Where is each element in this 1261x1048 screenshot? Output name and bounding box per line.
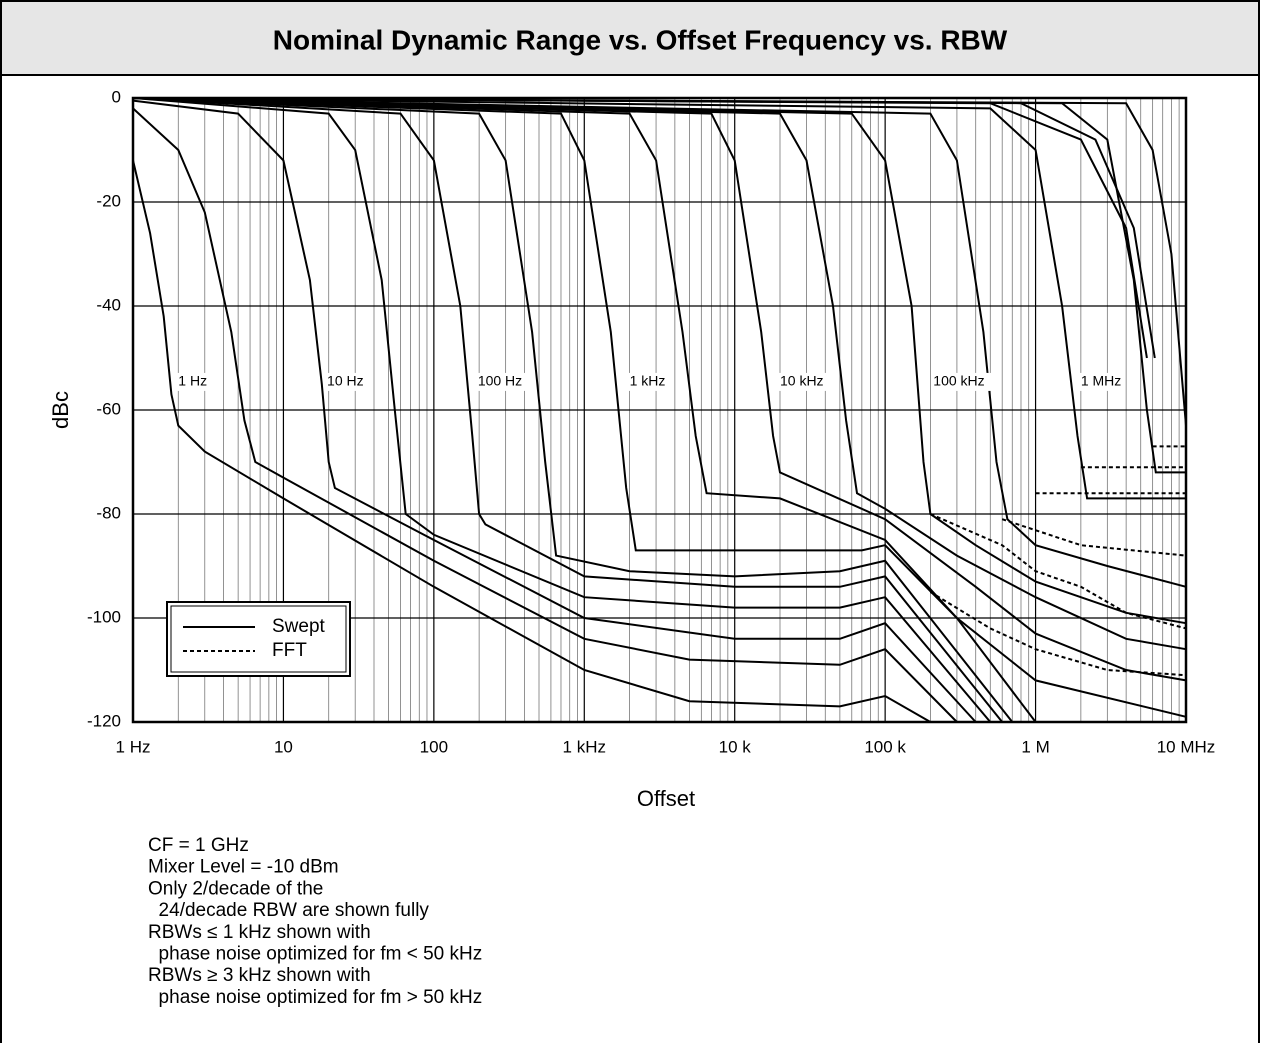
- legend-box-inner: [170, 605, 347, 673]
- curve-label-bg: [176, 372, 213, 391]
- x-tick-label: 1 Hz: [116, 737, 151, 756]
- series-line: [132, 97, 1186, 500]
- y-tick-label: -40: [96, 295, 121, 314]
- series-line: [1001, 518, 1187, 557]
- y-tick-label: -60: [96, 399, 121, 418]
- note-line: phase noise optimized for fm > 50 kHz: [148, 987, 482, 1008]
- chart-title: Nominal Dynamic Range vs. Offset Frequen…: [273, 24, 1008, 55]
- curve-label-bg: [777, 372, 830, 391]
- curve-label-bg: [627, 372, 672, 391]
- series-line: [132, 97, 1187, 625]
- series-line: [132, 97, 1187, 718]
- note-line: RBWs ≥ 3 kHz shown with: [148, 965, 371, 986]
- x-tick-label: 10 k: [719, 737, 752, 756]
- legend-label: FFT: [272, 640, 307, 661]
- y-tick-label: -20: [96, 191, 121, 210]
- series-line: [132, 97, 1148, 359]
- series-line: [930, 513, 1187, 630]
- curve-label: 100 kHz: [933, 373, 984, 389]
- series-line: [132, 107, 958, 723]
- curve-label: 1 MHz: [1081, 373, 1121, 389]
- curve-label: 10 Hz: [327, 373, 364, 389]
- y-tick-label: 0: [112, 87, 121, 106]
- curve-label-bg: [931, 372, 992, 391]
- series-line: [132, 97, 992, 723]
- note-line: Only 2/decade of the: [148, 878, 323, 899]
- note-line: Mixer Level = -10 dBm: [148, 857, 339, 878]
- series-line: [929, 591, 1187, 677]
- title-bar: [0, 0, 1260, 76]
- series-line: [132, 97, 1014, 723]
- x-tick-label: 10 MHz: [1157, 737, 1216, 756]
- curve-label: 10 kHz: [780, 373, 824, 389]
- series-line: [132, 160, 931, 723]
- series-line: [132, 97, 1186, 474]
- y-axis-label: dBc: [48, 391, 73, 429]
- legend-box: [166, 601, 351, 677]
- curve-label: 1 kHz: [630, 373, 666, 389]
- x-tick-label: 1 M: [1021, 737, 1049, 756]
- curve-label-bg: [1078, 372, 1123, 391]
- y-tick-label: -120: [87, 711, 121, 730]
- curve-label-bg: [325, 372, 370, 391]
- x-axis-label: Offset: [637, 786, 695, 811]
- x-tick-label: 10: [274, 737, 293, 756]
- note-line: RBWs ≤ 1 kHz shown with: [148, 922, 371, 943]
- series-line: [132, 97, 1037, 723]
- note-line: phase noise optimized for fm < 50 kHz: [148, 944, 482, 965]
- series-line: [132, 99, 977, 723]
- curve-label: 100 Hz: [478, 373, 522, 389]
- x-tick-label: 100: [420, 737, 448, 756]
- y-tick-label: -80: [96, 503, 121, 522]
- note-line: 24/decade RBW are shown fully: [148, 900, 429, 921]
- note-line: CF = 1 GHz: [148, 835, 249, 856]
- plot-frame: [131, 96, 1188, 724]
- series-line: [132, 97, 1187, 682]
- curve-label-bg: [475, 372, 528, 391]
- y-tick-label: -100: [87, 607, 121, 626]
- x-tick-label: 1 kHz: [563, 737, 606, 756]
- series-line: [132, 97, 1187, 651]
- series-line: [132, 97, 1003, 723]
- series-line: [132, 97, 1156, 359]
- x-tick-label: 100 k: [864, 737, 906, 756]
- series-line: [132, 97, 1187, 588]
- legend-label: Swept: [272, 616, 326, 637]
- curve-label: 1 Hz: [178, 373, 207, 389]
